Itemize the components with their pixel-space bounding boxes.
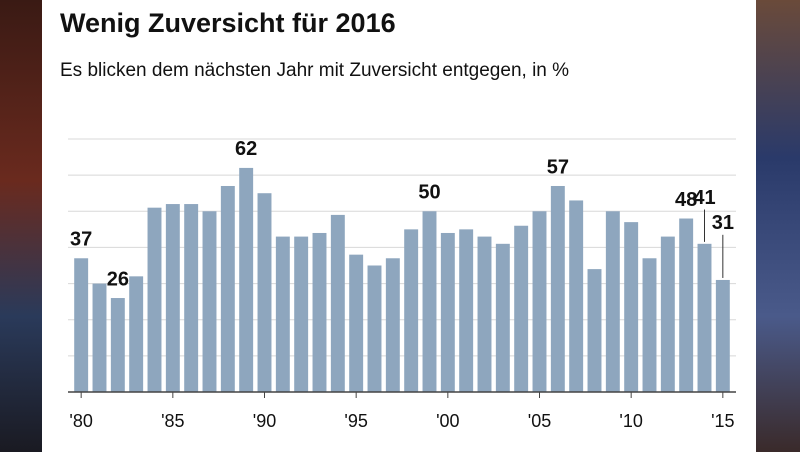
bar <box>312 232 327 392</box>
bar <box>147 207 162 392</box>
value-label: 62 <box>235 138 257 160</box>
bar <box>367 265 382 392</box>
bar <box>569 200 584 392</box>
x-tick-label: '95 <box>344 411 367 431</box>
value-label: 50 <box>418 182 440 204</box>
value-label: 48 <box>675 189 697 211</box>
bar <box>220 185 235 392</box>
bar <box>165 204 180 392</box>
bar <box>660 236 675 392</box>
background-photo <box>0 0 42 452</box>
x-tick-label: '00 <box>436 411 459 431</box>
x-tick-label: '90 <box>253 411 276 431</box>
x-tick-label: '85 <box>161 411 184 431</box>
value-label: 26 <box>107 268 129 290</box>
bar <box>129 276 144 392</box>
bar <box>715 279 730 392</box>
value-label: 57 <box>547 156 569 178</box>
bar <box>642 258 657 392</box>
value-label: 41 <box>693 187 715 209</box>
background-photo <box>756 0 800 452</box>
bar <box>239 167 254 392</box>
x-tick-label: '10 <box>619 411 642 431</box>
bar <box>697 243 712 392</box>
bar <box>624 222 639 392</box>
value-label: 31 <box>712 212 734 234</box>
x-tick-label: '15 <box>711 411 734 431</box>
bar <box>330 214 345 392</box>
bar <box>587 269 602 392</box>
bar <box>440 232 455 392</box>
bar <box>459 229 474 392</box>
chart-subtitle: Es blicken dem nächsten Jahr mit Zuversi… <box>60 60 569 81</box>
bar <box>275 236 290 392</box>
bar <box>385 258 400 392</box>
bar <box>605 211 620 392</box>
bar <box>349 254 364 392</box>
bar <box>294 236 309 392</box>
bar <box>550 185 565 392</box>
value-label: 37 <box>70 229 92 251</box>
bar <box>514 225 529 392</box>
bar <box>477 236 492 392</box>
x-tick-label: '80 <box>69 411 92 431</box>
bar <box>679 218 694 392</box>
bar <box>74 258 89 392</box>
x-tick-label: '05 <box>528 411 551 431</box>
bar <box>92 283 107 392</box>
bar <box>532 211 547 392</box>
bar <box>257 193 272 392</box>
bar <box>404 229 419 392</box>
bar <box>110 298 125 392</box>
bar <box>202 211 217 392</box>
chart-title: Wenig Zuversicht für 2016 <box>60 8 396 38</box>
bar <box>495 243 510 392</box>
bar <box>422 211 437 392</box>
bar <box>184 204 199 392</box>
